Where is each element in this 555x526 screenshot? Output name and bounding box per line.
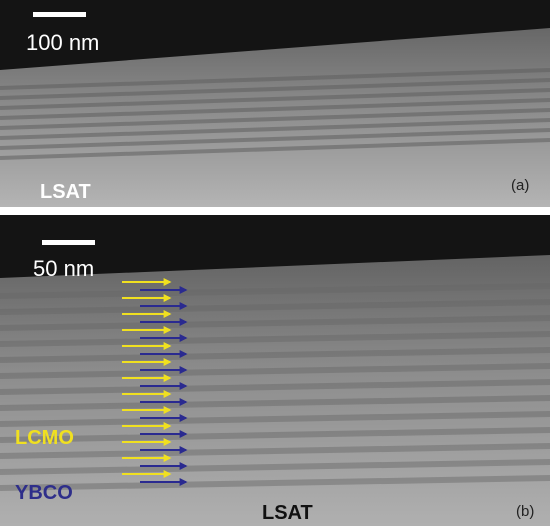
substrate-label: LSAT (40, 181, 91, 203)
panel-a (0, 0, 550, 207)
panel-label: (b) (516, 503, 534, 520)
stripe (0, 347, 550, 363)
layer-label: LCMO (15, 427, 74, 449)
stripe (0, 118, 550, 140)
stripe (0, 315, 550, 331)
stripe (0, 108, 550, 130)
stripe (0, 427, 550, 443)
substrate-label: LSAT (262, 502, 313, 524)
stripe (0, 379, 550, 395)
stripe (0, 395, 550, 411)
stripe (0, 128, 550, 150)
stripe (0, 299, 550, 315)
stripe (0, 459, 550, 475)
dark-region (0, 215, 550, 278)
stripe (0, 411, 550, 427)
stripe (0, 331, 550, 347)
stripe (0, 68, 550, 90)
scale-label: 100 nm (26, 30, 99, 55)
scale-label: 50 nm (33, 256, 94, 281)
stripe (0, 363, 550, 379)
stripe (0, 283, 550, 299)
panel-b (0, 215, 550, 526)
stripe (0, 98, 550, 120)
dark-region (0, 0, 550, 70)
stripe (0, 138, 550, 160)
layer-label: YBCO (15, 482, 73, 504)
scale-bar (33, 12, 86, 17)
stripe (0, 475, 550, 491)
scale-bar (42, 240, 95, 245)
stripe (0, 78, 550, 100)
stripe (0, 443, 550, 459)
stripe (0, 88, 550, 110)
panel-label: (a) (511, 177, 529, 194)
